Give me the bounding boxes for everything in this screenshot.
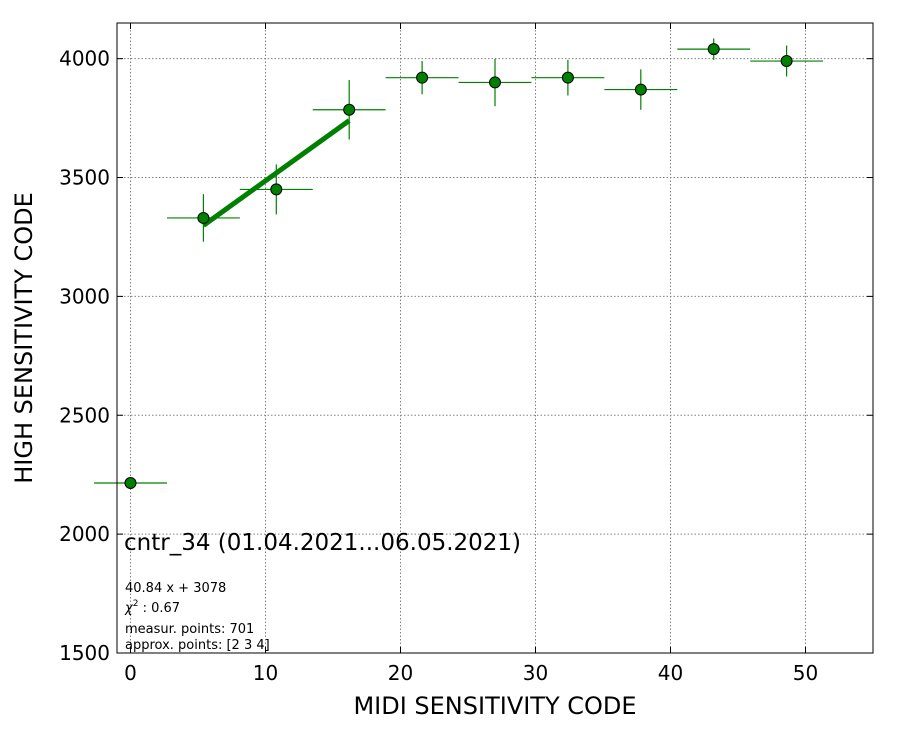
- data-point: [197, 211, 210, 224]
- y-tick-label: 2000: [59, 522, 110, 546]
- x-tick-label: 10: [253, 661, 278, 685]
- data-point: [416, 71, 429, 84]
- chi2-symbol: χ: [124, 601, 134, 616]
- x-tick-label: 40: [658, 661, 683, 685]
- tick-labels: 0 10 20 30 40 50 1500 2000 2500 3000 3500 4000: [59, 47, 818, 685]
- plot-background: [117, 23, 873, 653]
- x-tick-label: 50: [793, 661, 818, 685]
- data-point: [561, 71, 574, 84]
- data-point: [707, 43, 720, 56]
- y-axis-label: HIGH SENSITIVITY CODE: [10, 192, 38, 484]
- axis-ticks: [117, 23, 873, 654]
- y-tick-label: 3500: [59, 166, 110, 190]
- x-tick-label: 30: [523, 661, 548, 685]
- data-point: [634, 83, 647, 96]
- chi2-superscript: 2: [133, 599, 139, 609]
- data-point: [780, 55, 793, 68]
- data-point: [270, 183, 283, 196]
- annotation-chi2: χ2 : 0.67: [124, 599, 180, 616]
- x-tick-label: 20: [388, 661, 413, 685]
- x-axis-label: MIDI SENSITIVITY CODE: [353, 692, 636, 720]
- y-tick-label: 1500: [59, 641, 110, 665]
- y-tick-label: 2500: [59, 403, 110, 427]
- annotation-measur-points: measur. points: 701: [125, 622, 254, 637]
- x-tick-label: 0: [124, 661, 137, 685]
- data-point: [343, 103, 356, 116]
- annotation-title: cntr_34 (01.04.2021...06.05.2021): [124, 530, 521, 556]
- annotation-approx-points: approx. points: [2 3 4]: [125, 638, 270, 653]
- data-points: [124, 43, 793, 490]
- chi2-value: : 0.67: [138, 601, 180, 616]
- annotation-equation: 40.84 x + 3078: [125, 581, 226, 596]
- y-tick-label: 4000: [59, 47, 110, 71]
- data-point: [124, 477, 137, 490]
- plot-frame: [116, 22, 874, 654]
- y-tick-label: 3000: [59, 284, 110, 308]
- data-point: [489, 76, 501, 89]
